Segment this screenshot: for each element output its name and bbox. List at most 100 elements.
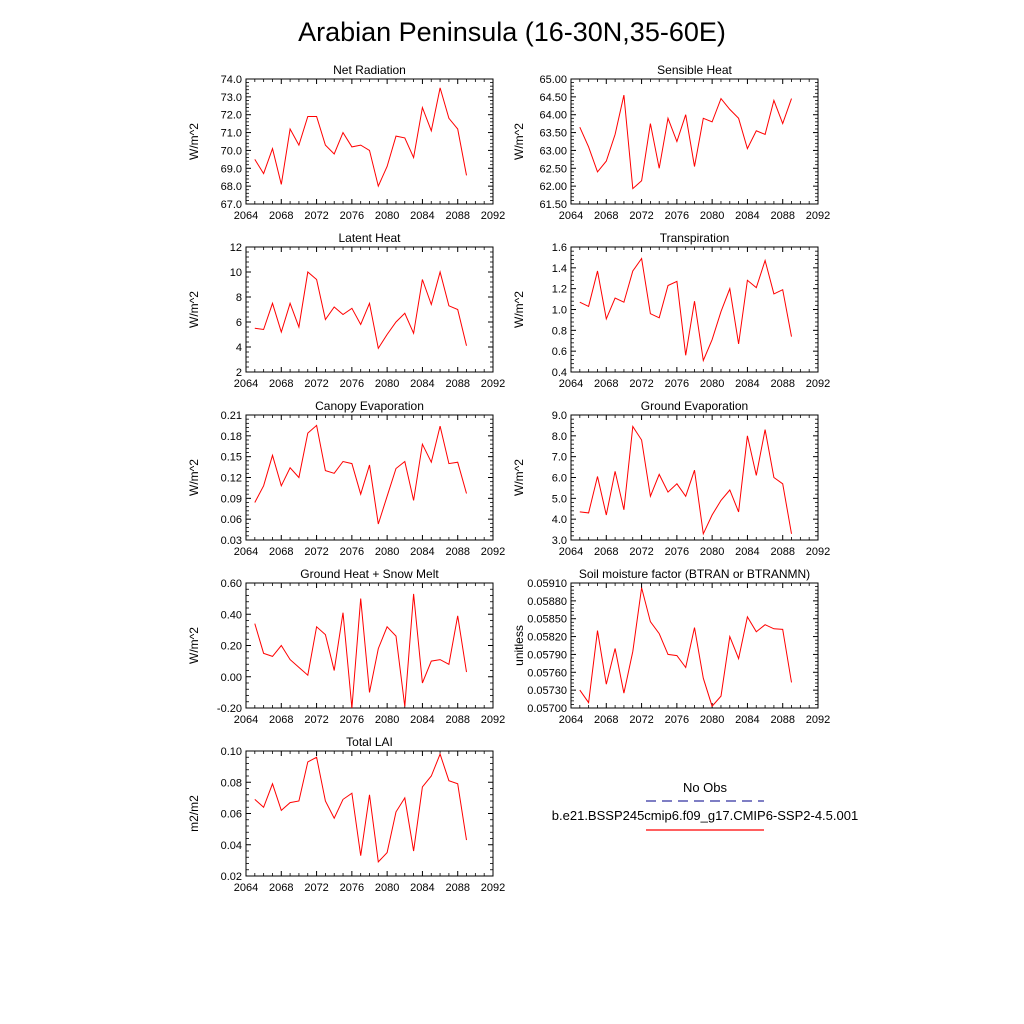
y-tick-label: 0.60: [221, 578, 242, 590]
plot-frame: [570, 582, 819, 709]
x-tick-label: 2088: [445, 378, 469, 390]
x-tick-label: 2092: [806, 714, 830, 726]
series-line: [254, 752, 467, 864]
panel-title: Transpiration: [660, 231, 730, 245]
y-tick-label: 0.06: [221, 514, 242, 526]
x-tick-label: 2064: [559, 210, 583, 222]
x-tick-label: 2084: [410, 210, 434, 222]
series-line: [254, 270, 467, 350]
x-tick-label: 2084: [410, 714, 434, 726]
y-tick-label: 1.2: [552, 284, 567, 296]
y-tick-label: 12: [230, 242, 242, 254]
x-tick-label: 2068: [594, 546, 618, 558]
x-tick-label: 2076: [665, 546, 689, 558]
y-tick-label: 1.4: [552, 263, 567, 275]
y-tick-label: 8.0: [552, 431, 567, 443]
x-tick-label: 2080: [375, 546, 399, 558]
plot-frame: [570, 246, 819, 373]
x-tick-label: 2068: [269, 882, 293, 894]
x-tick-label: 2084: [410, 546, 434, 558]
y-tick-label: 0.05850: [527, 614, 567, 626]
plot-frame: [245, 246, 494, 373]
series-line: [579, 257, 792, 363]
x-tick-label: 2064: [234, 546, 258, 558]
x-tick-label: 2088: [770, 378, 794, 390]
y-axis-label: W/m^2: [187, 123, 201, 160]
x-tick-label: 2072: [629, 546, 653, 558]
x-tick-label: 2076: [340, 882, 364, 894]
panel-6: Ground Evaporation W/m^2 2064 2068 2072 2076 2…: [512, 399, 830, 558]
x-tick-label: 2072: [304, 714, 328, 726]
x-tick-label: 2080: [375, 210, 399, 222]
legend: No Obs b.e21.BSSP245cmip6.f09_g17.CMIP6-…: [552, 780, 858, 831]
panel-4: Transpiration W/m^2 2064 2068 2072 2076 2080 20…: [512, 231, 830, 390]
panel-title: Soil moisture factor (BTRAN or BTRANMN): [579, 567, 810, 581]
x-tick-label: 2088: [445, 882, 469, 894]
x-tick-label: 2092: [806, 378, 830, 390]
y-tick-label: 70.0: [221, 145, 242, 157]
y-tick-label: 4: [236, 342, 242, 354]
x-tick-label: 2084: [735, 378, 759, 390]
y-tick-label: 5.0: [552, 493, 567, 505]
panel-title: Ground Heat + Snow Melt: [300, 567, 439, 581]
y-tick-label: 63.00: [539, 145, 567, 157]
y-tick-label: 0.15: [221, 452, 242, 464]
y-tick-label: 0.21: [221, 410, 242, 422]
y-tick-label: 71.0: [221, 128, 242, 140]
y-tick-label: 68.0: [221, 181, 242, 193]
plot-frame: [245, 750, 494, 877]
x-tick-label: 2092: [806, 546, 830, 558]
x-tick-label: 2076: [340, 378, 364, 390]
x-tick-label: 2084: [735, 210, 759, 222]
y-tick-label: 61.50: [539, 199, 567, 211]
y-tick-label: 0.03: [221, 535, 242, 547]
y-tick-label: 0.04: [221, 840, 242, 852]
x-tick-label: 2068: [594, 714, 618, 726]
x-tick-label: 2080: [700, 378, 724, 390]
y-tick-label: 3.0: [552, 535, 567, 547]
y-tick-label: 73.0: [221, 92, 242, 104]
y-axis-label: m2/m2: [187, 795, 201, 832]
y-tick-label: 9.0: [552, 410, 567, 422]
y-tick-label: 6: [236, 317, 242, 329]
x-tick-label: 2068: [594, 210, 618, 222]
panel-5: Canopy Evaporation W/m^2 2064 2068 2072 2076 2…: [187, 399, 505, 558]
y-tick-label: 0.05820: [527, 632, 567, 644]
y-tick-label: 67.0: [221, 199, 242, 211]
y-tick-label: 0.18: [221, 431, 242, 443]
y-tick-label: 0.08: [221, 777, 242, 789]
y-tick-label: 6.0: [552, 473, 567, 485]
y-tick-label: 0.05700: [527, 703, 567, 715]
x-tick-label: 2064: [559, 714, 583, 726]
x-tick-label: 2080: [700, 210, 724, 222]
panel-title: Total LAI: [346, 735, 393, 749]
x-tick-label: 2064: [234, 882, 258, 894]
x-tick-label: 2092: [481, 210, 505, 222]
x-tick-label: 2064: [234, 714, 258, 726]
panel-3: Latent Heat W/m^2 2064 2068 2072 2076 2080 2084…: [187, 231, 505, 390]
x-tick-label: 2088: [445, 546, 469, 558]
x-tick-label: 2076: [340, 210, 364, 222]
plot-frame: [570, 414, 819, 541]
x-tick-label: 2064: [559, 546, 583, 558]
x-tick-label: 2064: [234, 378, 258, 390]
y-tick-label: 10: [230, 267, 242, 279]
y-tick-label: -0.20: [217, 703, 242, 715]
legend-case-label: b.e21.BSSP245cmip6.f09_g17.CMIP6-SSP2-4.…: [552, 808, 858, 823]
y-tick-label: 0.00: [221, 672, 242, 684]
y-tick-label: 62.50: [539, 163, 567, 175]
y-tick-label: 8: [236, 292, 242, 304]
y-axis-label: W/m^2: [187, 459, 201, 496]
x-tick-label: 2076: [340, 714, 364, 726]
x-tick-label: 2080: [375, 378, 399, 390]
series-line: [579, 94, 792, 190]
x-tick-label: 2084: [735, 546, 759, 558]
y-tick-label: 0.05760: [527, 667, 567, 679]
y-tick-label: 0.20: [221, 641, 242, 653]
series-line: [254, 87, 467, 188]
panel-8: Soil moisture factor (BTRAN or BTRANMN) u…: [512, 567, 830, 726]
x-tick-label: 2072: [304, 210, 328, 222]
y-tick-label: 0.8: [552, 325, 567, 337]
y-tick-label: 62.00: [539, 181, 567, 193]
y-tick-label: 0.05730: [527, 685, 567, 697]
